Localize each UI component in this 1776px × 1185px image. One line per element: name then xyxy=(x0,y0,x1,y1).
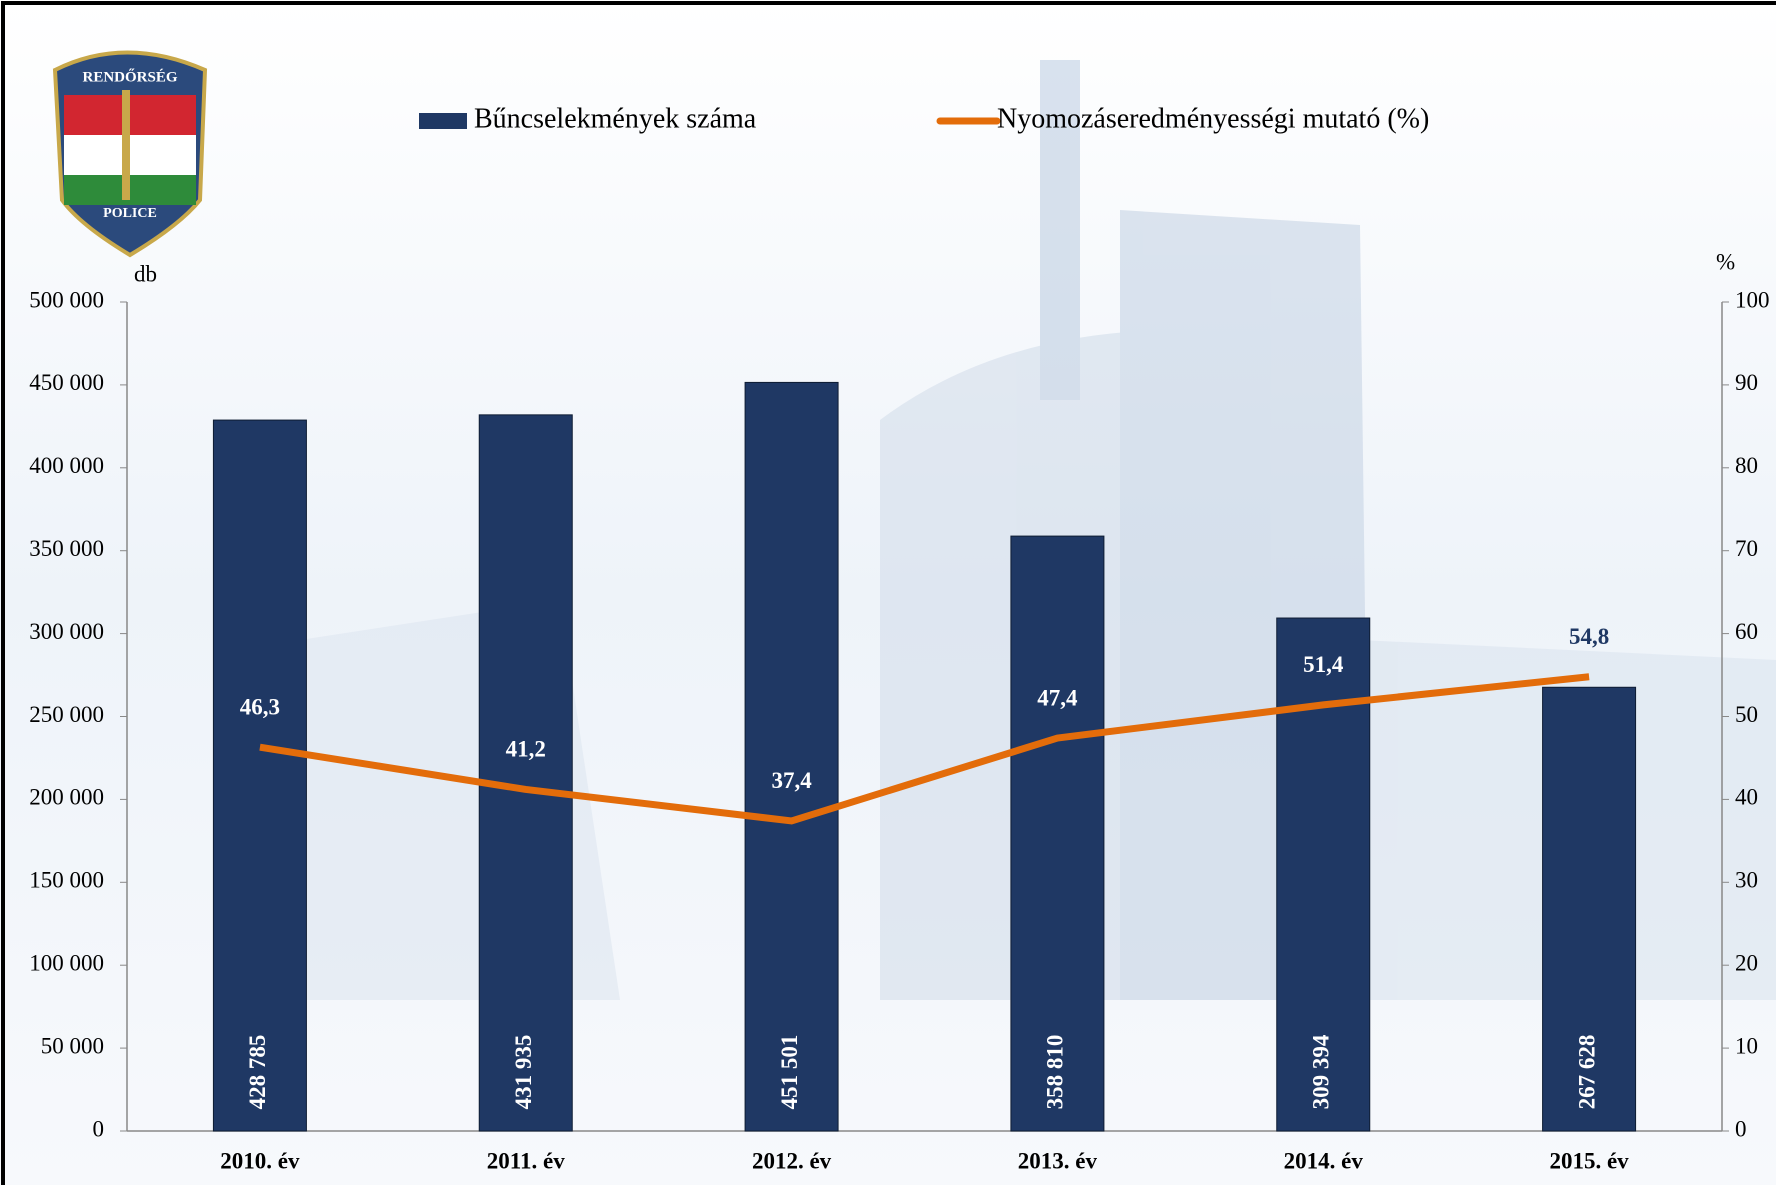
bar-value-label: 358 810 xyxy=(1043,1035,1068,1110)
y2-tick-label: 20 xyxy=(1735,950,1758,975)
bar-value-label: 267 628 xyxy=(1574,1035,1599,1110)
y-tick-label: 100 000 xyxy=(29,950,104,975)
y-tick-label: 250 000 xyxy=(29,702,104,727)
bar xyxy=(212,419,307,1132)
bar-value-label: 451 501 xyxy=(777,1035,802,1110)
x-tick-label: 2011. év xyxy=(487,1148,565,1173)
y2-tick-label: 10 xyxy=(1735,1033,1758,1058)
y-tick-label: 50 000 xyxy=(41,1033,104,1058)
line xyxy=(259,673,1590,825)
logo-text: RENDŐRSÉG xyxy=(82,68,177,85)
y-tick-label: 200 000 xyxy=(29,785,104,810)
bar xyxy=(744,381,839,1132)
y2-tick-label: 70 xyxy=(1735,536,1758,561)
x-tick-label: 2012. év xyxy=(752,1148,832,1173)
y2-tick-label: 100 xyxy=(1735,287,1770,312)
bar xyxy=(1542,686,1637,1132)
y2-tick-label: 80 xyxy=(1735,453,1758,478)
y2-axis-label: % xyxy=(1716,249,1735,274)
y2-tick-label: 30 xyxy=(1735,868,1758,893)
y-tick-label: 150 000 xyxy=(29,868,104,893)
y-axis-label: db xyxy=(134,261,157,286)
y-tick-label: 450 000 xyxy=(29,370,104,395)
logo: RENDŐRSÉG POLICE xyxy=(52,50,208,258)
y2-tick-label: 50 xyxy=(1735,702,1758,727)
legend-swatch xyxy=(419,113,467,129)
y-tick-label: 350 000 xyxy=(29,536,104,561)
bar-value-label: 309 394 xyxy=(1309,1034,1334,1109)
x-tick-label: 2010. év xyxy=(220,1148,300,1173)
y-tick-label: 0 xyxy=(93,1116,105,1141)
y-tick-label: 500 000 xyxy=(29,287,104,312)
x-tick-label: 2013. év xyxy=(1018,1148,1098,1173)
line-value-label: 37,4 xyxy=(771,768,812,793)
y2-tick-label: 40 xyxy=(1735,785,1758,810)
line-value-label: 41,2 xyxy=(506,737,546,762)
legend-label: Bűncselekmények száma xyxy=(474,103,757,134)
line-value-label: 54,8 xyxy=(1569,624,1609,649)
bar-value-label: 431 935 xyxy=(511,1035,536,1110)
legend-label: Nyomozáseredményességi mutató (%) xyxy=(997,103,1429,134)
logo-text: POLICE xyxy=(103,206,157,221)
y-tick-label: 400 000 xyxy=(29,453,104,478)
x-tick-label: 2015. év xyxy=(1549,1148,1629,1173)
line-value-label: 46,3 xyxy=(240,694,280,719)
y-tick-label: 300 000 xyxy=(29,619,104,644)
x-tick-label: 2014. év xyxy=(1284,1148,1364,1173)
bar xyxy=(1010,535,1105,1132)
y2-tick-label: 0 xyxy=(1735,1116,1747,1141)
line-value-label: 47,4 xyxy=(1037,685,1078,710)
y2-tick-label: 90 xyxy=(1735,370,1758,395)
line-value-label: 51,4 xyxy=(1303,652,1344,677)
y2-tick-label: 60 xyxy=(1735,619,1758,644)
bar-value-label: 428 785 xyxy=(245,1035,270,1110)
bar xyxy=(478,414,573,1132)
